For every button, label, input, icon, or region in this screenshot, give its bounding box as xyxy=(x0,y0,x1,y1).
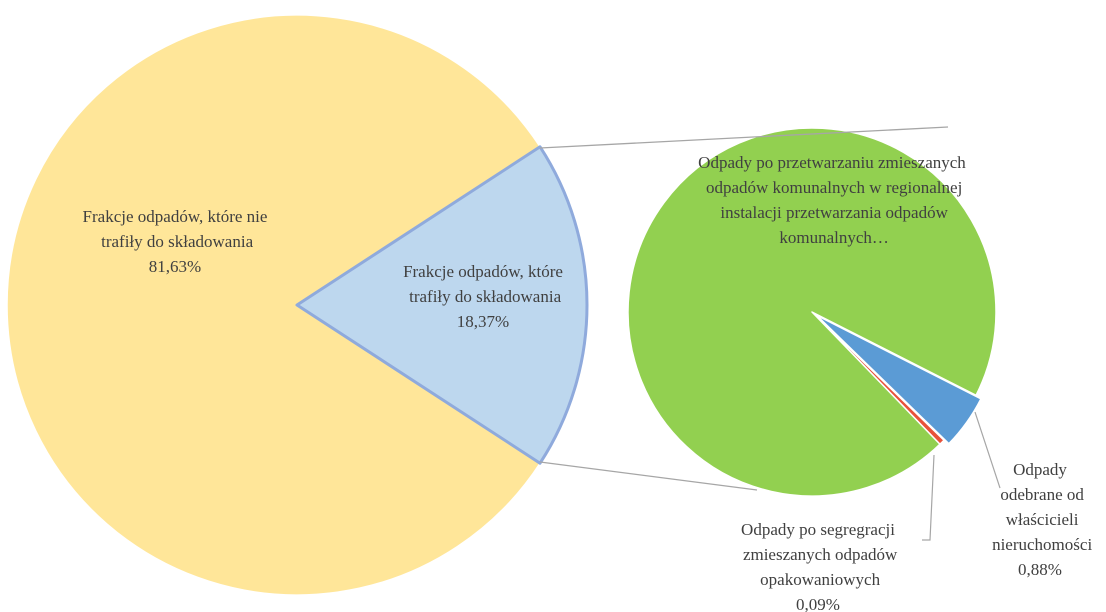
label-line: Odpady po przetwarzaniu zmieszanych xyxy=(698,153,966,172)
label-line: nieruchomości xyxy=(988,535,1093,554)
label-line: Frakcje odpadów, które nie xyxy=(83,207,268,226)
leader-line xyxy=(974,411,1001,489)
slice-label: Odpady po segregracji zmieszanych odpadó… xyxy=(739,520,898,589)
connector-line xyxy=(539,461,758,491)
slice-label: Odpady odebrane od właścicieli nieruchom… xyxy=(988,460,1093,554)
label-line: Frakcje odpadów, które xyxy=(403,262,563,281)
pie-slice xyxy=(627,127,997,497)
slice-label: Frakcje odpadów, które nie trafiły do sk… xyxy=(83,207,268,251)
label-line: instalacji przetwarzania odpadów xyxy=(716,203,948,222)
label-line: zmieszanych odpadów xyxy=(739,545,898,564)
label-line: właścicieli xyxy=(1002,510,1079,529)
pie-slice xyxy=(295,145,589,465)
slice-label: Odpady po przetwarzaniu zmieszanych odpa… xyxy=(698,153,966,247)
label-line: Odpady xyxy=(1013,460,1067,479)
label-line: opakowaniowych xyxy=(756,570,881,589)
slice-value-label: 81,63% xyxy=(149,257,201,276)
pie-slice xyxy=(816,314,982,445)
slice-value-label: 0,88% xyxy=(1018,560,1062,579)
slice-value-label: 18,37% xyxy=(457,312,509,331)
leader-line xyxy=(922,454,935,541)
label-line: trafiły do składowania xyxy=(97,232,254,251)
slice-label: Frakcje odpadów, które trafiły do składo… xyxy=(403,262,563,306)
label-line: komunalnych… xyxy=(775,228,889,247)
label-line: Odpady po segregracji xyxy=(741,520,895,539)
pie-slice xyxy=(6,14,541,596)
connector-line xyxy=(539,126,949,149)
label-line: trafiły do składowania xyxy=(405,287,562,306)
slice-value-label: 0,09% xyxy=(796,595,840,612)
label-line: odebrane od xyxy=(996,485,1084,504)
label-line: odpadów komunalnych w regionalnej xyxy=(702,178,963,197)
